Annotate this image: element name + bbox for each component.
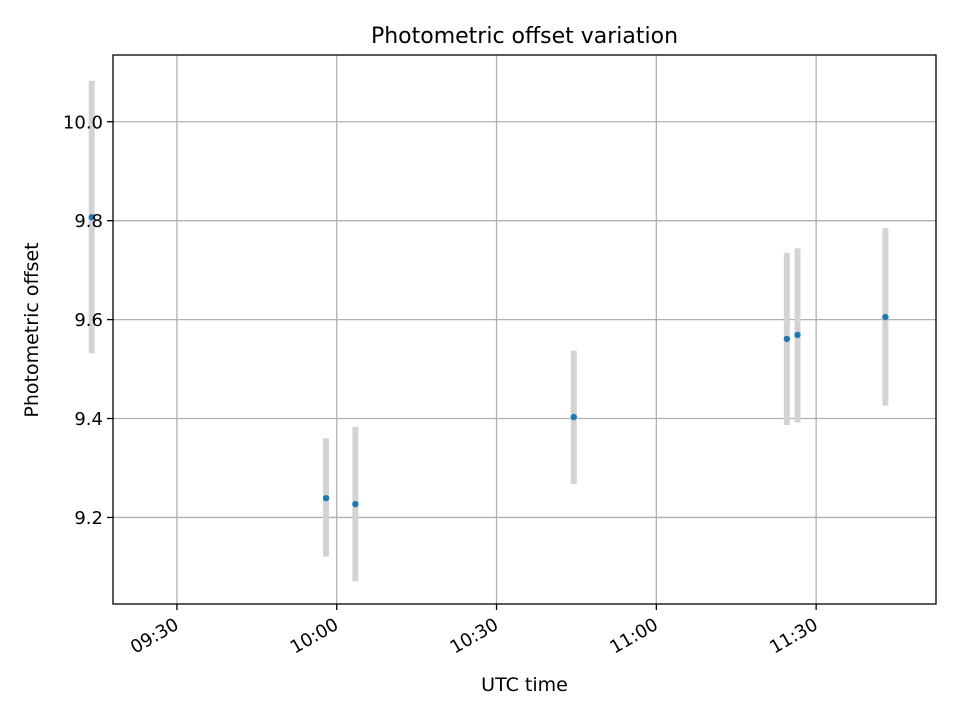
data-point [882, 313, 889, 321]
data-point [794, 331, 801, 339]
data-point [88, 214, 95, 221]
plot-frame [112, 54, 937, 605]
y-tick-label: 9.6 [74, 310, 103, 331]
data-point [352, 500, 359, 508]
y-axis: 9.2 9.4 9.6 9.8 10.0 [63, 112, 113, 529]
y-tick-label: 9.4 [74, 409, 103, 430]
data-point [570, 413, 577, 421]
y-axis-label: Photometric offset [21, 242, 43, 417]
data-points [88, 214, 889, 508]
y-tick-label: 9.2 [74, 508, 103, 529]
x-axis-label: UTC time [481, 674, 568, 696]
chart-title: Photometric offset variation [371, 24, 678, 49]
data-point [322, 494, 330, 502]
y-tick-label: 9.8 [74, 211, 103, 232]
data-point [783, 335, 791, 343]
y-tick-label: 10.0 [63, 112, 103, 133]
